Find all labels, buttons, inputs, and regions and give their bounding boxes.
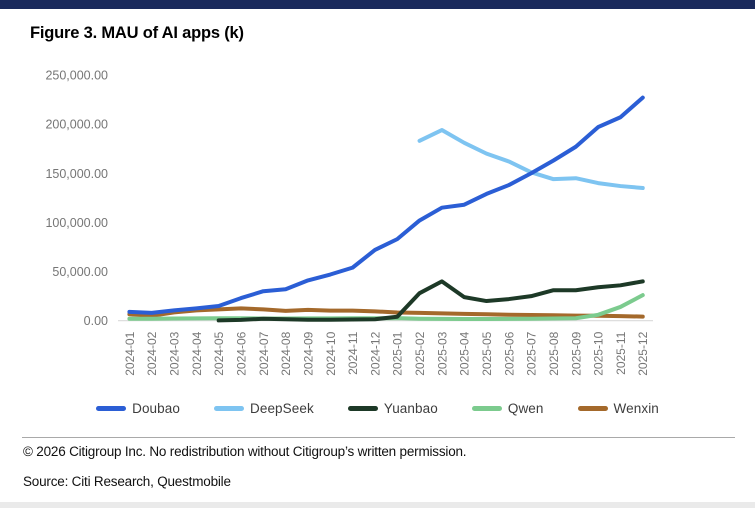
x-tick-label: 2025-03	[435, 331, 449, 375]
legend-label: Doubao	[132, 401, 180, 416]
x-tick-label: 2024-07	[257, 331, 271, 375]
x-tick-label: 2024-04	[190, 331, 204, 375]
legend-item-deepseek: DeepSeek	[213, 401, 314, 416]
legend-marker-qwen	[471, 406, 502, 411]
x-tick-label: 2025-10	[592, 331, 606, 375]
x-tick-label: 2025-08	[547, 331, 561, 375]
series-line-wenxin	[127, 306, 645, 319]
x-tick-label: 2024-05	[212, 331, 226, 375]
legend-label: Wenxin	[613, 401, 659, 416]
series-line-yuanbao	[216, 279, 645, 323]
series-line-doubao	[127, 95, 645, 315]
x-tick-label: 2024-01	[123, 331, 137, 375]
y-tick-label: 200,000.00	[45, 118, 108, 132]
legend-label: Yuanbao	[383, 401, 438, 416]
x-tick-label: 2024-08	[279, 331, 293, 375]
legend-item-yuanbao: Yuanbao	[347, 401, 438, 416]
copyright-text: © 2026 Citigroup Inc. No redistribution …	[23, 444, 467, 459]
chart-legend: Doubao DeepSeek Yuanbao Qwen Wenxin	[0, 401, 755, 416]
legend-item-qwen: Qwen	[471, 401, 544, 416]
source-text: Source: Citi Research, Questmobile	[23, 474, 231, 489]
x-tick-label: 2024-02	[145, 331, 159, 375]
x-tick-label: 2024-03	[168, 331, 182, 375]
top-accent-bar	[0, 0, 755, 9]
x-tick-label: 2025-02	[413, 331, 427, 375]
x-tick-label: 2024-12	[368, 331, 382, 375]
legend-marker-yuanbao	[347, 406, 378, 411]
x-tick-label: 2025-06	[502, 331, 516, 375]
legend-marker-wenxin	[577, 406, 608, 411]
legend-item-doubao: Doubao	[96, 401, 180, 416]
y-tick-label: 50,000.00	[52, 265, 108, 279]
bottom-edge	[0, 502, 755, 508]
legend-label: DeepSeek	[249, 401, 314, 416]
y-tick-label: 250,000.00	[45, 69, 108, 83]
series-line-deepseek	[417, 128, 645, 191]
x-tick-label: 2024-11	[346, 331, 360, 374]
legend-marker-deepseek	[213, 406, 244, 411]
figure-title: Figure 3. MAU of AI apps (k)	[30, 24, 244, 42]
x-tick-label: 2025-11	[614, 331, 628, 374]
x-tick-label: 2025-04	[458, 331, 472, 375]
line-chart: 0.00 50,000.00 100,000.00 150,000.00 200,000…	[45, 69, 653, 376]
legend-marker-doubao	[96, 406, 127, 411]
legend-label: Qwen	[507, 401, 544, 416]
footer-divider	[22, 437, 735, 438]
x-tick-label: 2024-09	[301, 331, 315, 375]
x-tick-label: 2024-06	[235, 331, 249, 375]
x-tick-label: 2024-10	[324, 331, 338, 375]
y-tick-label: 100,000.00	[45, 216, 108, 230]
y-tick-label: 0.00	[84, 314, 108, 328]
x-tick-label: 2025-12	[636, 331, 650, 375]
legend-item-wenxin: Wenxin	[577, 401, 659, 416]
x-tick-label: 2025-01	[391, 331, 405, 375]
x-tick-label: 2025-09	[569, 331, 583, 375]
x-tick-label: 2025-07	[525, 331, 539, 375]
x-tick-label: 2025-05	[480, 331, 494, 375]
y-tick-label: 150,000.00	[45, 167, 108, 181]
